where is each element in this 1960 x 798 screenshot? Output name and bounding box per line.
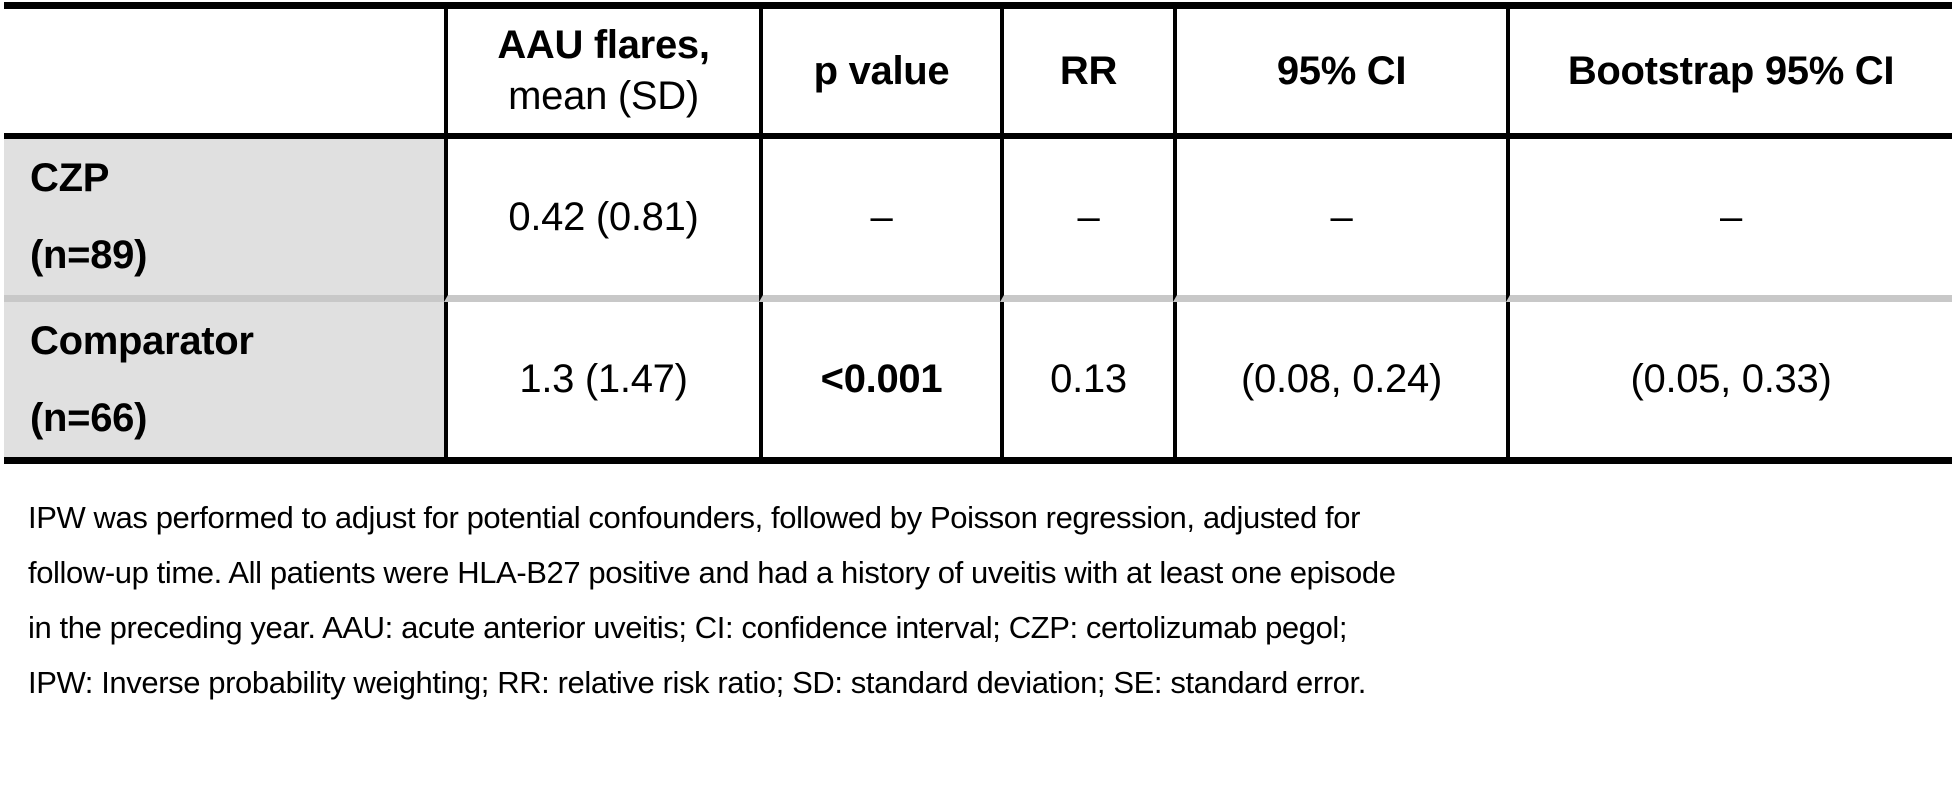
header-p-value: p value <box>759 9 1000 139</box>
czp-95-ci-value: – <box>1173 139 1506 302</box>
czp-p-value: – <box>759 139 1000 302</box>
header-bootstrap-95-ci: Bootstrap 95% CI <box>1506 9 1952 139</box>
table-footnote: IPW was performed to adjust for potentia… <box>28 490 1938 710</box>
comparator-aau-flares-value: 1.3 (1.47) <box>444 302 759 457</box>
header-aau-flares: AAU flares, mean (SD) <box>444 9 759 139</box>
row-label-comparator: Comparator (n=66) <box>4 302 444 457</box>
comparator-95-ci-value: (0.08, 0.24) <box>1173 302 1506 457</box>
comparator-rr-value: 0.13 <box>1000 302 1173 457</box>
footnote-line-2: follow-up time. All patients were HLA-B2… <box>28 555 1396 590</box>
footnote-line-3: in the preceding year. AAU: acute anteri… <box>28 610 1348 645</box>
header-aau-flares-line1: AAU flares, <box>497 23 710 67</box>
row-label-czp-name: CZP <box>30 156 110 200</box>
czp-rr-value: – <box>1000 139 1173 302</box>
footnote-line-4: IPW: Inverse probability weighting; RR: … <box>28 665 1366 700</box>
header-95-ci: 95% CI <box>1173 9 1506 139</box>
czp-bootstrap-ci-value: – <box>1506 139 1952 302</box>
header-rr: RR <box>1000 9 1173 139</box>
footnote-line-1: IPW was performed to adjust for potentia… <box>28 500 1361 535</box>
czp-aau-flares-value: 0.42 (0.81) <box>444 139 759 302</box>
row-label-comparator-name: Comparator <box>30 318 254 363</box>
header-aau-flares-line2: mean (SD) <box>508 74 699 118</box>
row-label-comparator-n: (n=66) <box>30 395 148 440</box>
row-label-czp-n: (n=89) <box>30 233 148 277</box>
row-label-czp: CZP (n=89) <box>4 139 444 302</box>
results-table: AAU flares, mean (SD) p value RR 95% CI … <box>4 2 1952 464</box>
comparator-bootstrap-ci-value: (0.05, 0.33) <box>1506 302 1952 457</box>
header-empty-cell <box>4 9 444 139</box>
comparator-p-value: <0.001 <box>759 302 1000 457</box>
